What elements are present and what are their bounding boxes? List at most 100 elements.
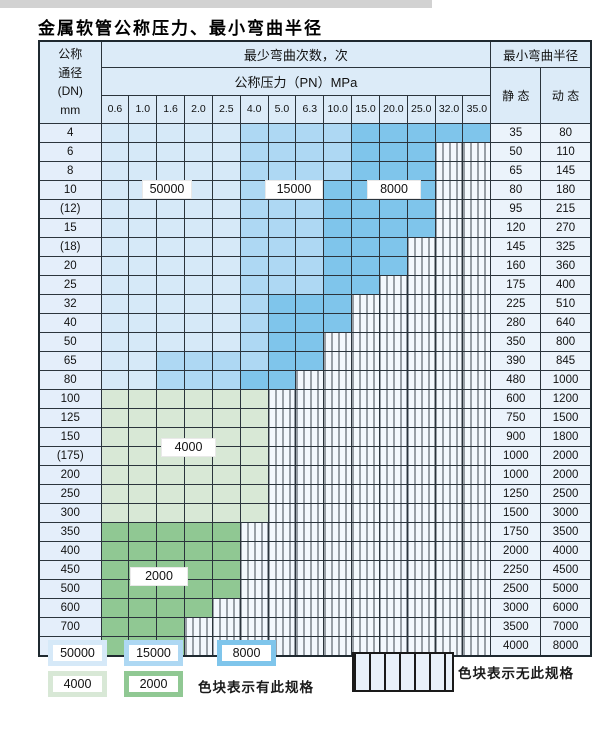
no-spec-cell <box>211 597 241 618</box>
spec-color-cell <box>211 559 241 580</box>
spec-color-cell <box>323 122 353 143</box>
table-row: 250 1250 2500 <box>38 483 592 504</box>
no-spec-cell <box>462 388 492 409</box>
no-spec-cell <box>462 597 492 618</box>
no-spec-cell <box>351 502 380 523</box>
pressure-column-header: 10.0 <box>323 94 353 124</box>
dn-cell: 15 <box>38 217 102 238</box>
spec-color-cell <box>239 293 269 314</box>
spec-color-cell <box>351 160 380 181</box>
pressure-column-header: 25.0 <box>406 94 436 124</box>
no-spec-cell <box>323 407 353 428</box>
no-spec-cell <box>351 350 380 371</box>
no-spec-cell <box>434 502 464 523</box>
pressure-column-header: 6.3 <box>295 94 325 124</box>
table-row: 500 2500 5000 <box>38 578 592 599</box>
no-spec-cell <box>211 635 241 656</box>
dn-cell: 125 <box>38 407 102 428</box>
spec-color-cell <box>184 217 213 238</box>
spec-color-cell <box>211 483 241 504</box>
spec-color-cell <box>100 597 130 618</box>
spec-color-cell <box>184 502 213 523</box>
spec-color-cell <box>295 236 325 257</box>
no-spec-cell <box>295 578 325 599</box>
spec-color-cell <box>184 160 213 181</box>
dynamic-radius-cell: 3500 <box>540 521 592 542</box>
static-radius-cell: 160 <box>490 255 542 276</box>
spec-color-cell <box>351 122 380 143</box>
no-spec-cell <box>295 540 325 561</box>
spec-color-cell <box>156 616 186 637</box>
no-spec-cell <box>378 597 408 618</box>
spec-color-cell <box>267 293 297 314</box>
no-spec-cell <box>462 350 492 371</box>
spec-color-cell <box>323 236 353 257</box>
spec-color-cell <box>378 255 408 276</box>
spec-color-cell <box>100 312 130 333</box>
dn-cell: 450 <box>38 559 102 580</box>
table-row: 8 65 145 <box>38 160 592 181</box>
pressure-column-header: 5.0 <box>267 94 297 124</box>
spec-color-cell <box>128 445 158 466</box>
dynamic-radius-cell: 2000 <box>540 445 592 466</box>
spec-color-cell <box>378 160 408 181</box>
spec-color-cell <box>156 464 186 485</box>
no-spec-cell <box>406 407 436 428</box>
no-spec-cell <box>378 388 408 409</box>
dn-cell: 400 <box>38 540 102 561</box>
no-spec-cell <box>323 502 353 523</box>
spec-color-cell <box>295 217 325 238</box>
spec-color-cell <box>100 350 130 371</box>
no-spec-cell <box>267 578 297 599</box>
spec-color-cell <box>100 445 130 466</box>
spec-color-cell <box>156 312 186 333</box>
table-row: 25 175 400 <box>38 274 592 295</box>
spec-color-cell <box>351 255 380 276</box>
page-title: 金属软管公称压力、最小弯曲半径 <box>38 19 323 39</box>
spec-color-cell <box>239 388 269 409</box>
spec-color-cell <box>267 122 297 143</box>
dynamic-radius-cell: 8000 <box>540 635 592 656</box>
static-radius-cell: 350 <box>490 331 542 352</box>
no-spec-cell <box>434 483 464 504</box>
table-row: (175) 1000 2000 <box>38 445 592 466</box>
spec-color-cell <box>267 217 297 238</box>
table-row: (18) 145 325 <box>38 236 592 257</box>
dynamic-radius-cell: 2500 <box>540 483 592 504</box>
no-spec-cell <box>323 559 353 580</box>
no-spec-cell <box>267 445 297 466</box>
spec-color-cell <box>239 331 269 352</box>
no-spec-cell <box>211 616 241 637</box>
pressure-column-header: 32.0 <box>434 94 464 124</box>
spec-color-cell <box>267 198 297 219</box>
no-spec-cell <box>267 502 297 523</box>
table-row: 300 1500 3000 <box>38 502 592 523</box>
no-spec-cell <box>406 388 436 409</box>
dn-cell: 4 <box>38 122 102 143</box>
dynamic-radius-cell: 1200 <box>540 388 592 409</box>
no-spec-cell <box>267 559 297 580</box>
spec-color-cell <box>128 521 158 542</box>
static-radius-cell: 2500 <box>490 578 542 599</box>
header-pressure: 公称压力（PN）MPa <box>100 66 492 96</box>
zone-value-label: 50000 <box>142 180 192 199</box>
no-spec-cell <box>323 635 353 656</box>
no-spec-cell <box>267 597 297 618</box>
no-spec-cell <box>323 369 353 390</box>
spec-color-cell <box>211 312 241 333</box>
no-spec-cell <box>351 559 380 580</box>
dynamic-radius-cell: 2000 <box>540 464 592 485</box>
spec-color-cell <box>239 198 269 219</box>
dn-cell: 600 <box>38 597 102 618</box>
spec-color-cell <box>100 369 130 390</box>
spec-color-cell <box>156 160 186 181</box>
no-spec-cell <box>462 559 492 580</box>
spec-color-cell <box>211 160 241 181</box>
no-spec-cell <box>378 369 408 390</box>
no-spec-cell <box>378 483 408 504</box>
no-spec-cell <box>462 426 492 447</box>
no-spec-cell <box>462 483 492 504</box>
spec-color-cell <box>184 483 213 504</box>
static-radius-cell: 3000 <box>490 597 542 618</box>
spec-color-cell <box>295 198 325 219</box>
